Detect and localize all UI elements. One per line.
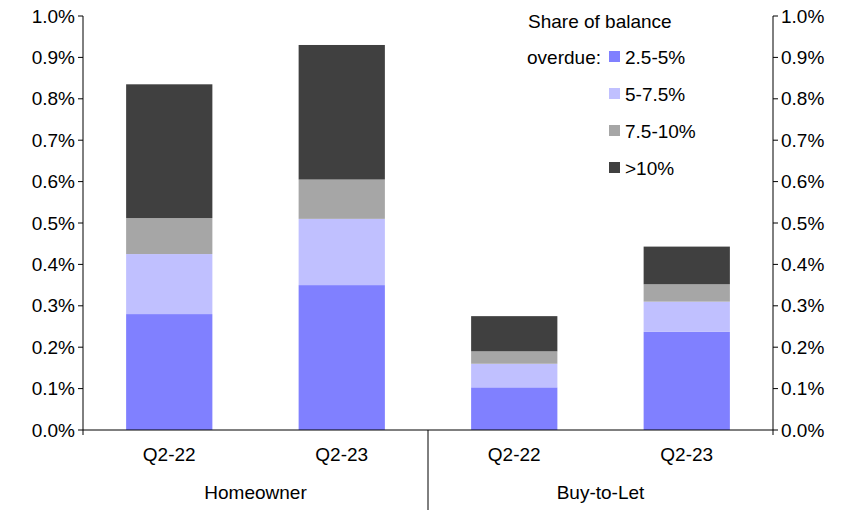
group-label: Buy-to-Let	[557, 482, 645, 503]
group-separator	[428, 430, 429, 510]
legend-swatch	[609, 88, 620, 99]
category-label: Q2-23	[660, 444, 713, 465]
y-tick	[78, 305, 83, 306]
y2-tick-label: 0.3%	[781, 295, 824, 316]
y2-tick	[773, 16, 778, 17]
y-tick	[78, 16, 83, 17]
bar-segment	[299, 45, 385, 180]
bar-segment	[126, 84, 212, 218]
y2-tick	[773, 347, 778, 348]
y-tick-label: 0.9%	[32, 47, 75, 68]
legend-label: >10%	[625, 158, 674, 179]
legend-label: 7.5-10%	[625, 121, 696, 142]
legend-swatch	[609, 125, 620, 136]
y-tick	[78, 264, 83, 265]
y2-tick-label: 0.8%	[781, 88, 824, 109]
y-tick	[78, 223, 83, 224]
chart: 0.0% 0.1% 0.2% 0.3% 0.4% 0.5% 0.6% 0.7% 0.8% 0.9%…	[0, 0, 857, 517]
y2-tick	[773, 430, 778, 431]
y-tick-label: 0.7%	[32, 130, 75, 151]
y2-tick	[773, 98, 778, 99]
y-tick-label: 0.6%	[32, 171, 75, 192]
y-tick	[78, 98, 83, 99]
y-tick	[78, 181, 83, 182]
labels: 0.0% 0.1% 0.2% 0.3% 0.4% 0.5% 0.6% 0.7% 0.8% 0.9%…	[32, 6, 825, 504]
legend-label: 5-7.5%	[625, 84, 685, 105]
category-label: Q2-22	[488, 444, 541, 465]
y-tick	[78, 57, 83, 58]
y2-tick	[773, 181, 778, 182]
bar-segment	[126, 314, 212, 430]
bar-segment	[126, 254, 212, 314]
y-tick-label: 0.4%	[32, 254, 75, 275]
y2-tick-label: 0.6%	[781, 171, 824, 192]
legend: Share of balance overdue: 2.5-5% 5-7.5% 7.5-…	[527, 11, 696, 179]
x-end-tick	[83, 430, 84, 435]
y2-tick	[773, 140, 778, 141]
y-tick-label: 0.2%	[32, 337, 75, 358]
axes	[78, 16, 778, 510]
y-tick-label: 0.5%	[32, 213, 75, 234]
legend-title-line: overdue:	[527, 47, 601, 68]
bar-segment	[299, 219, 385, 285]
x-end-tick	[773, 430, 774, 435]
y2-tick-label: 0.1%	[781, 378, 824, 399]
bar-segment	[471, 351, 557, 363]
bar-segment	[471, 364, 557, 388]
y2-tick-label: 0.5%	[781, 213, 824, 234]
y2-tick	[773, 388, 778, 389]
y2-tick	[773, 264, 778, 265]
bar-segment	[471, 316, 557, 351]
legend-title-line: Share of balance	[528, 11, 672, 32]
y2-tick-label: 0.7%	[781, 130, 824, 151]
y-tick-label: 0.0%	[32, 420, 75, 441]
y-tick-label: 0.8%	[32, 88, 75, 109]
y2-tick-label: 0.2%	[781, 337, 824, 358]
y-tick-label: 0.3%	[32, 295, 75, 316]
bar-segment	[644, 247, 730, 285]
bar-segment	[644, 284, 730, 301]
y2-tick-label: 0.4%	[781, 254, 824, 275]
y-tick	[78, 430, 83, 431]
category-label: Q2-23	[315, 444, 368, 465]
bar-segment	[299, 285, 385, 430]
y-tick	[78, 140, 83, 141]
bar-segment	[471, 387, 557, 430]
legend-swatch	[609, 51, 620, 62]
bar-segment	[644, 332, 730, 430]
y2-tick	[773, 57, 778, 58]
bar-segment	[299, 180, 385, 219]
y-tick	[78, 347, 83, 348]
legend-swatch	[609, 162, 620, 173]
category-label: Q2-22	[143, 444, 196, 465]
y-tick	[78, 388, 83, 389]
bar-segment	[644, 302, 730, 332]
bars	[126, 45, 730, 430]
y2-tick-label: 0.0%	[781, 420, 824, 441]
y2-tick	[773, 305, 778, 306]
y-tick-label: 1.0%	[32, 6, 75, 27]
bar-segment	[126, 218, 212, 254]
y2-tick	[773, 223, 778, 224]
y-tick-label: 0.1%	[32, 378, 75, 399]
y2-tick-label: 0.9%	[781, 47, 824, 68]
y2-tick-label: 1.0%	[781, 6, 824, 27]
legend-label: 2.5-5%	[625, 47, 685, 68]
group-label: Homeowner	[204, 482, 307, 503]
